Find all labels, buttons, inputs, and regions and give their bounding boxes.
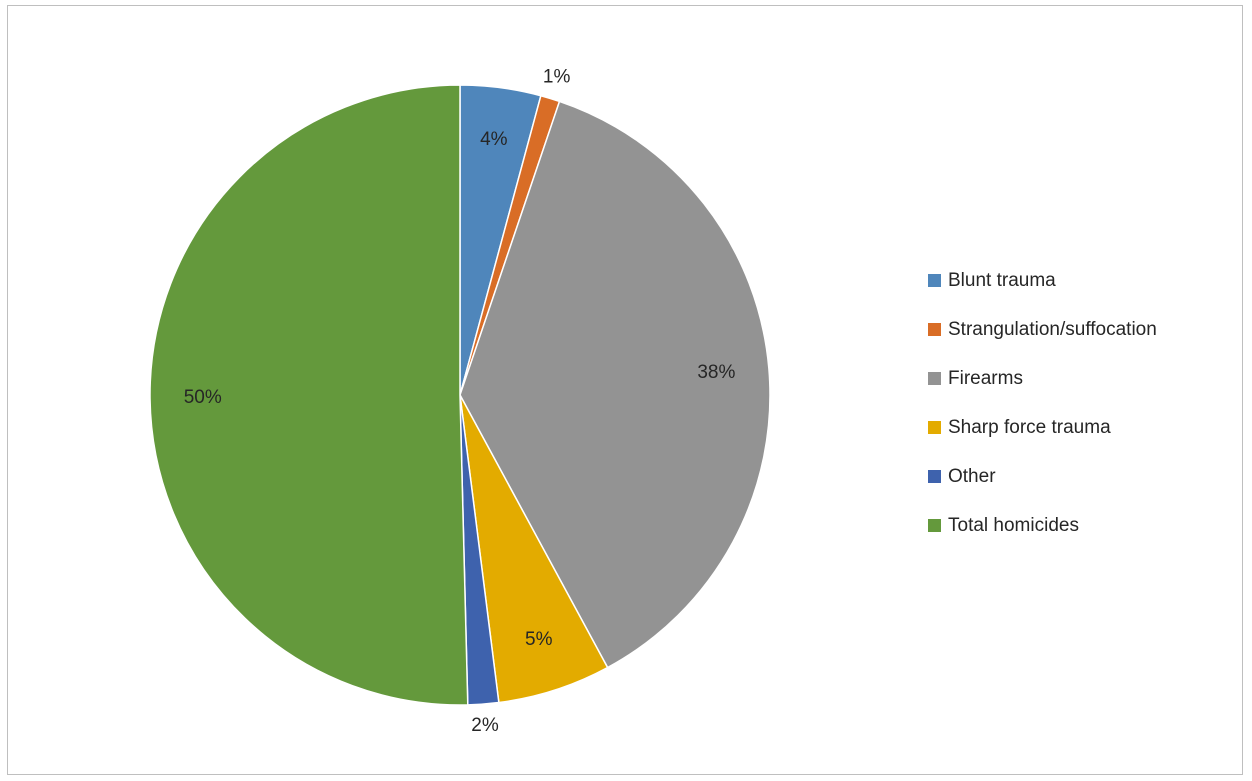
- pie-slice-firearms: [459, 100, 771, 669]
- data-label-sharp-force-trauma: 5%: [525, 629, 553, 650]
- data-label-strangulation-suffocation: 1%: [543, 66, 571, 87]
- legend-item-firearms: Firearms: [928, 354, 1248, 403]
- legend-swatch: [928, 372, 941, 385]
- data-label-blunt-trauma: 4%: [480, 129, 508, 150]
- legend-swatch: [928, 274, 941, 287]
- pie-slices: [149, 84, 771, 706]
- legend-item-strangulation-suffocation: Strangulation/suffocation: [928, 305, 1248, 354]
- legend-label: Strangulation/suffocation: [948, 318, 1157, 340]
- data-label-other: 2%: [471, 715, 499, 736]
- legend-label: Other: [948, 465, 996, 487]
- legend-swatch: [928, 421, 941, 434]
- legend-swatch: [928, 519, 941, 532]
- legend-item-blunt-trauma: Blunt trauma: [928, 256, 1248, 305]
- pie-data-labels: 4% 1% 38% 5% 2% 50%: [184, 66, 736, 736]
- legend-swatch: [928, 470, 941, 483]
- legend-swatch: [928, 323, 941, 336]
- legend-label: Firearms: [948, 367, 1023, 389]
- data-label-total-homicides: 50%: [184, 387, 222, 408]
- legend-label: Blunt trauma: [948, 269, 1056, 291]
- legend-item-other: Other: [928, 452, 1248, 501]
- legend: Blunt trauma Strangulation/suffocation Fir…: [928, 256, 1248, 550]
- legend-item-total-homicides: Total homicides: [928, 501, 1248, 550]
- legend-label: Total homicides: [948, 514, 1079, 536]
- legend-item-sharp-force-trauma: Sharp force trauma: [928, 403, 1248, 452]
- legend-label: Sharp force trauma: [948, 416, 1111, 438]
- data-label-firearms: 38%: [697, 362, 735, 383]
- pie-slice-total-homicides: [149, 84, 469, 706]
